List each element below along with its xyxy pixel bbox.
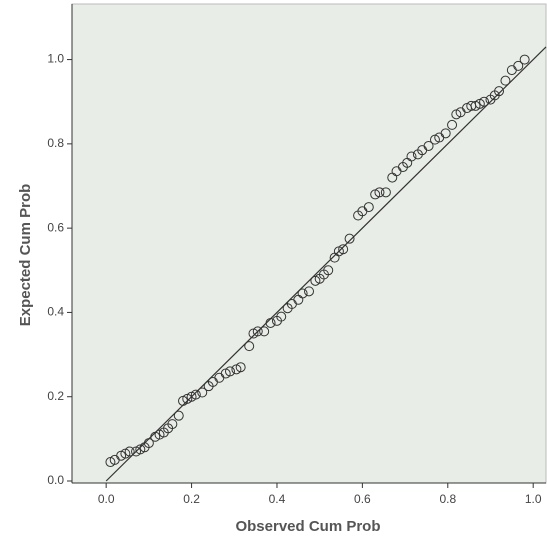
point — [235, 362, 246, 373]
x-tick-label: 0.0 — [98, 492, 115, 506]
point — [513, 60, 524, 71]
point — [124, 446, 135, 457]
point — [259, 326, 270, 337]
point — [406, 151, 417, 162]
x-tick-label: 0.4 — [269, 492, 286, 506]
point — [479, 96, 490, 107]
point — [190, 389, 201, 400]
x-tick-label: 1.0 — [525, 492, 542, 506]
y-tick-label: 0.4 — [47, 305, 64, 319]
point — [225, 366, 235, 377]
point — [244, 341, 255, 352]
point — [338, 244, 349, 255]
point — [252, 326, 263, 337]
point — [380, 187, 391, 198]
point — [276, 311, 287, 322]
point — [447, 119, 458, 130]
point — [143, 438, 154, 449]
y-axis-title: Expected Cum Prob — [17, 184, 34, 327]
point — [323, 265, 334, 276]
point — [173, 410, 184, 421]
point — [374, 187, 385, 198]
y-tick-label: 1.0 — [47, 52, 64, 66]
point — [363, 202, 374, 213]
x-axis-title: Observed Cum Prob — [235, 518, 380, 535]
point — [423, 140, 434, 151]
x-tick-label: 0.8 — [439, 492, 456, 506]
point — [265, 317, 276, 328]
point — [344, 233, 355, 244]
point — [197, 387, 208, 398]
x-tick-label: 0.2 — [183, 492, 200, 506]
point — [440, 128, 451, 139]
point — [494, 86, 505, 97]
point — [167, 419, 178, 430]
x-tick-label: 0.6 — [354, 492, 371, 506]
point — [297, 288, 308, 299]
point — [519, 54, 530, 65]
plot-area — [71, 3, 547, 484]
reference-line — [105, 46, 547, 482]
plot-layer: 0.0 0.2 0.4 0.6 0.8 1.0 0.0 0.2 0.4 0.6 0.8 1.0 — [47, 4, 547, 506]
y-tick-label: 0.0 — [47, 473, 64, 487]
y-tick-label: 0.6 — [47, 220, 64, 234]
point — [500, 75, 511, 86]
y-tick-label: 0.2 — [47, 389, 64, 403]
point — [304, 286, 314, 297]
y-tick-label: 0.8 — [47, 136, 64, 150]
